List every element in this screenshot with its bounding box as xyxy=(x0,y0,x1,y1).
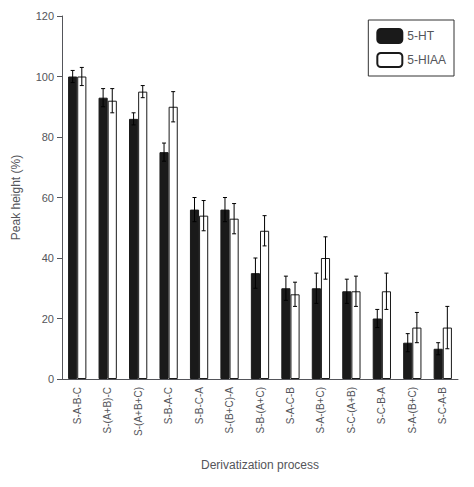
svg-text:5-HT: 5-HT xyxy=(407,29,434,43)
svg-text:S-(B+C)-A: S-(B+C)-A xyxy=(224,387,235,434)
svg-text:5-HIAA: 5-HIAA xyxy=(407,53,446,67)
svg-text:S-B-A-C: S-B-A-C xyxy=(163,387,174,424)
svg-text:20: 20 xyxy=(42,313,54,325)
svg-text:S-A-C-B: S-A-C-B xyxy=(285,387,296,425)
svg-text:S-B-C-A: S-B-C-A xyxy=(194,387,205,425)
svg-text:Peak height (%): Peak height (%) xyxy=(9,155,23,240)
svg-text:60: 60 xyxy=(42,192,54,204)
svg-text:S-C-A-B: S-C-A-B xyxy=(437,387,448,425)
svg-text:S-B-(A+C): S-B-(A+C) xyxy=(255,387,266,433)
svg-text:Derivatization process: Derivatization process xyxy=(201,458,319,472)
svg-text:S-A-(B+C): S-A-(B+C) xyxy=(407,387,418,433)
svg-text:120: 120 xyxy=(36,10,54,22)
svg-text:S-C-B-A: S-C-B-A xyxy=(376,387,387,425)
svg-text:80: 80 xyxy=(42,131,54,143)
svg-text:40: 40 xyxy=(42,252,54,264)
svg-text:S-A-B-C: S-A-B-C xyxy=(72,387,83,424)
svg-text:S-C-(A+B): S-C-(A+B) xyxy=(346,387,357,433)
svg-text:S-A-(B+C): S-A-(B+C) xyxy=(315,387,326,433)
svg-text:100: 100 xyxy=(36,71,54,83)
svg-text:0: 0 xyxy=(48,373,54,385)
svg-text:S-(A+B)-C: S-(A+B)-C xyxy=(102,387,113,433)
svg-text:S-(A+B+C): S-(A+B+C) xyxy=(133,387,144,436)
